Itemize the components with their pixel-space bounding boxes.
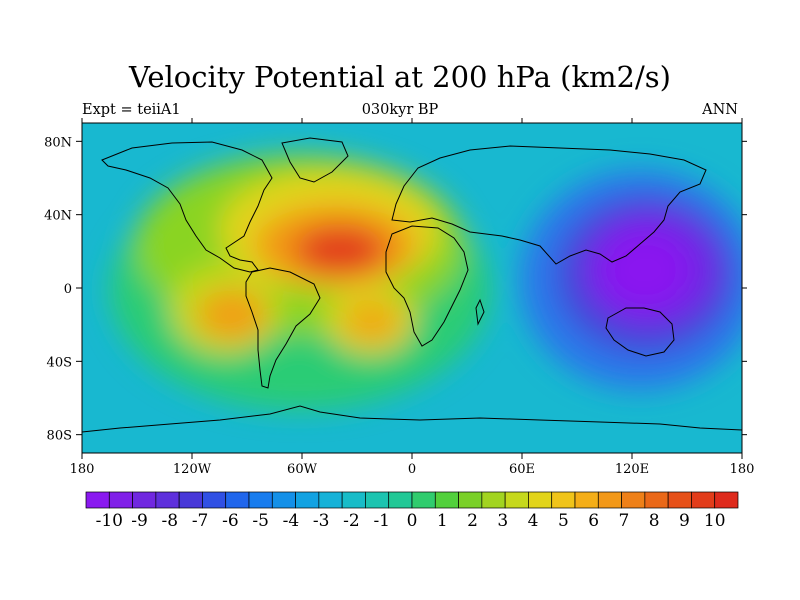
colorbar-box — [574, 491, 599, 509]
lat-tick-label: 80S — [47, 429, 72, 444]
colorbar-box — [388, 491, 413, 509]
colorbar-box — [178, 491, 203, 509]
colorbar-box — [341, 491, 366, 509]
field-blob-max-west — [197, 289, 267, 341]
colorbar-box — [271, 491, 296, 509]
lat-ticks: 80N 40N 0 40S 80S — [44, 135, 747, 444]
colorbar-box — [85, 491, 110, 509]
colorbar-label: -2 — [343, 511, 360, 531]
lat-tick-label: 80N — [44, 135, 72, 150]
coast-antarctica — [82, 405, 742, 433]
colorbar-label: 7 — [618, 511, 629, 531]
coast-madagascar — [475, 298, 485, 326]
colorbar-box — [621, 491, 646, 509]
colorbar-label: 8 — [649, 511, 660, 531]
colorbar-label: -1 — [373, 511, 390, 531]
lat-tick-label: 0 — [64, 282, 72, 297]
lon-ticks: 180 120W 60W 0 60E 120E 180 — [70, 118, 755, 477]
lat-tick-label: 40N — [44, 209, 72, 224]
colorbar-box — [504, 491, 529, 509]
lon-tick-label: 180 — [70, 462, 95, 477]
lon-tick-label: 120E — [615, 462, 649, 477]
lon-tick-label: 60W — [287, 462, 318, 477]
coast-greenland — [281, 137, 349, 183]
colorbar-label: -10 — [96, 511, 123, 531]
coast-eurasia — [391, 145, 707, 265]
lon-tick-label: 180 — [730, 462, 755, 477]
colorbar-label: 3 — [497, 511, 508, 531]
colorbar-box — [481, 491, 506, 509]
colorbar-label: -4 — [283, 511, 300, 531]
colorbar-box — [295, 491, 320, 509]
colorbar-box — [318, 491, 343, 509]
map-title: Velocity Potential at 200 hPa (km2/s) — [129, 60, 671, 94]
coast-africa — [385, 225, 469, 347]
colorbar-label: 6 — [588, 511, 599, 531]
coastlines — [82, 137, 742, 433]
colorbar-box — [202, 491, 227, 509]
lon-tick-label: 120W — [173, 462, 212, 477]
coast-australia — [605, 307, 675, 357]
field-blobs — [110, 155, 742, 410]
colorbar-box — [644, 491, 669, 509]
experiment-label: Expt = teiiA1 — [82, 102, 181, 118]
colorbar-labels: -10 -9 -8 -7 -6 -5 -4 -3 -2 -1 0 1 2 3 4 5 6 7 8 9 10 — [96, 511, 726, 531]
colorbar-label: -7 — [192, 511, 209, 531]
colorbar-label: -3 — [313, 511, 330, 531]
colorbar-box — [551, 491, 576, 509]
lon-tick-label: 60E — [509, 462, 535, 477]
time-label: 030kyr BP — [361, 102, 439, 118]
colorbar-box — [597, 491, 622, 509]
colorbar-box — [714, 491, 739, 509]
lat-tick-label: 40S — [47, 355, 72, 370]
colorbar-label: 1 — [437, 511, 448, 531]
coast-south-america — [245, 267, 321, 389]
colorbar-label: 2 — [467, 511, 478, 531]
colorbar-box — [248, 491, 273, 509]
field-blob-max-east — [344, 302, 400, 342]
colorbar-label: -8 — [162, 511, 179, 531]
colorbar-box — [132, 491, 157, 509]
colorbar-label: -6 — [222, 511, 239, 531]
lon-tick-label: 0 — [408, 462, 416, 477]
colorbar-box — [691, 491, 716, 509]
colorbar-label: -9 — [131, 511, 148, 531]
colorbar-label: 4 — [528, 511, 539, 531]
colorbar-box — [411, 491, 436, 509]
colorbar — [85, 491, 739, 509]
field-blob-max-north — [295, 226, 385, 274]
contour-field — [82, 123, 742, 453]
coast-north-america — [101, 141, 273, 273]
colorbar-label: 9 — [679, 511, 690, 531]
colorbar-box — [365, 491, 390, 509]
colorbar-label: 10 — [704, 511, 726, 531]
colorbar-label: -5 — [252, 511, 269, 531]
colorbar-label: 5 — [558, 511, 569, 531]
colorbar-box — [434, 491, 459, 509]
colorbar-box — [528, 491, 553, 509]
colorbar-label: 0 — [407, 511, 418, 531]
colorbar-box — [667, 491, 692, 509]
field-blob-min — [600, 230, 690, 310]
colorbar-box — [225, 491, 250, 509]
colorbar-box — [458, 491, 483, 509]
colorbar-box — [155, 491, 180, 509]
colorbar-box — [108, 491, 133, 509]
season-label: ANN — [702, 102, 738, 118]
